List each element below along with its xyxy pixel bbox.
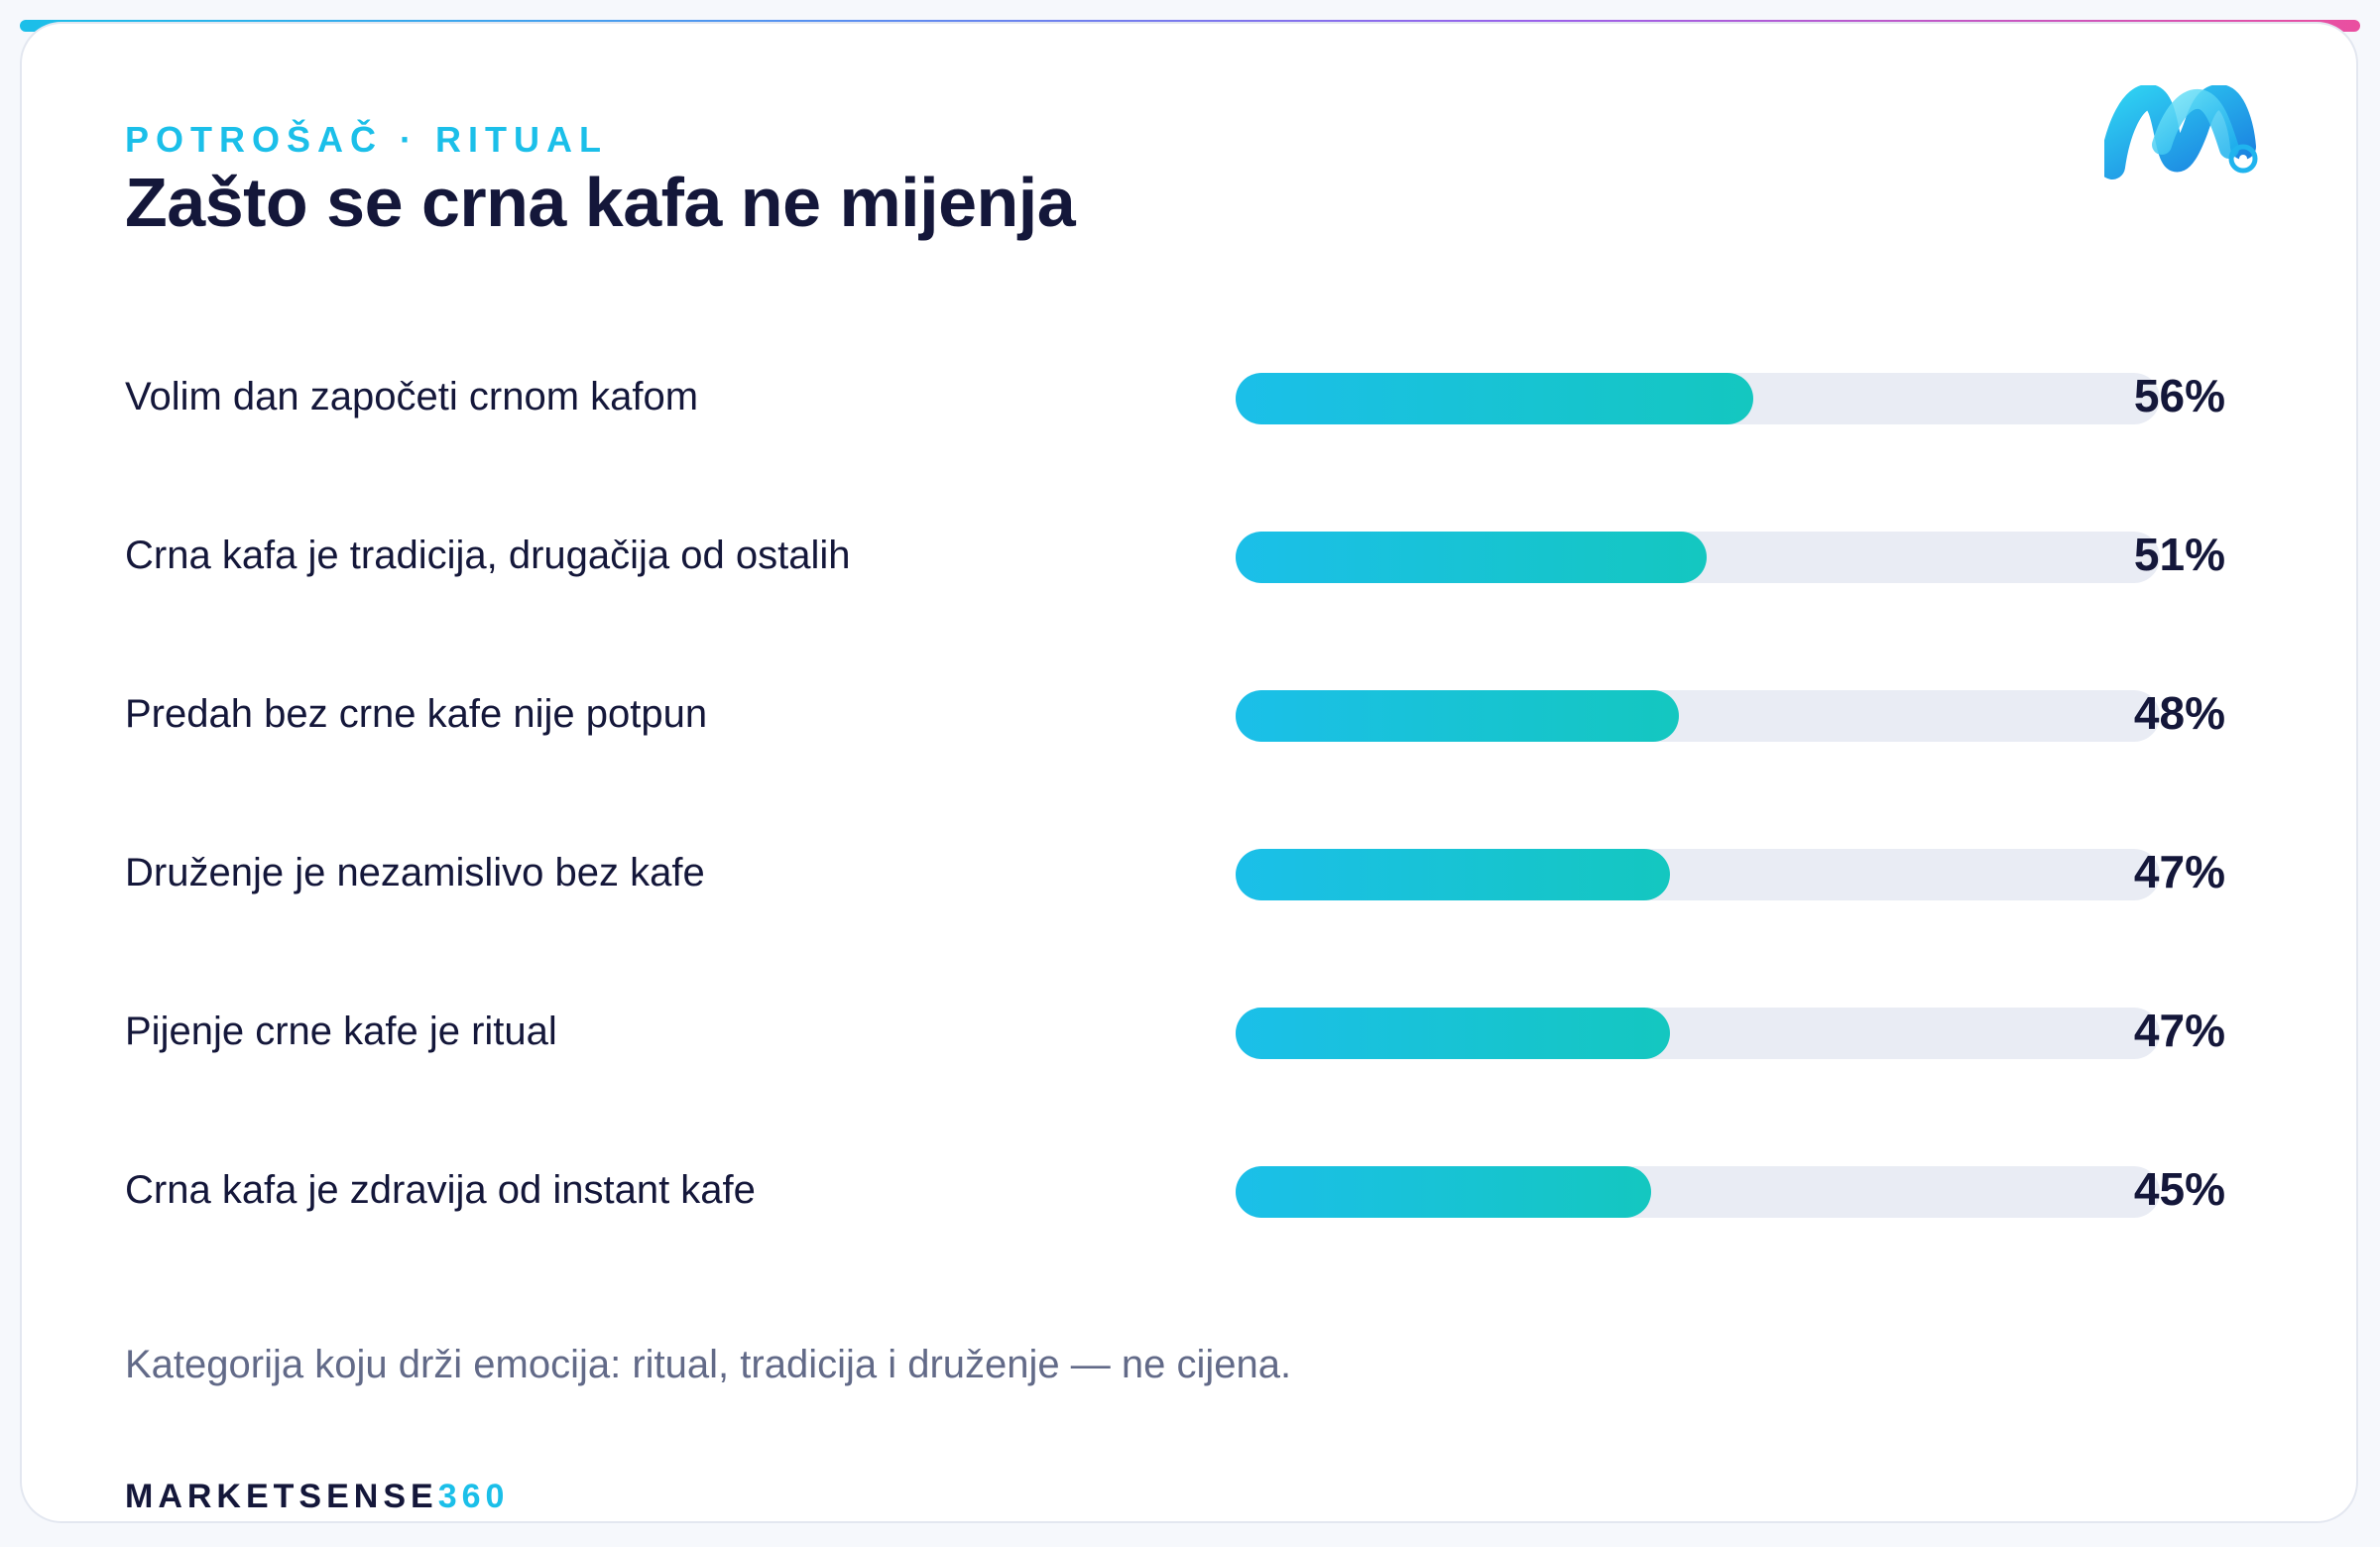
bar-row: Crna kafa je tradicija, drugačija od ost…: [22, 528, 2356, 587]
bar-category-label: Crna kafa je zdravija od instant kafe: [125, 1168, 756, 1212]
bar-fill: [1236, 1166, 1651, 1218]
bar-fill: [1236, 532, 1707, 583]
brand-wordmark: MARKETSENSE360: [125, 1478, 509, 1516]
bar-value-label: 48%: [2133, 687, 2225, 739]
bar-fill: [1236, 690, 1679, 742]
bar-track: [1236, 1008, 2160, 1059]
bar-row: Druženje je nezamislivo bez kafe 47%: [22, 845, 2356, 904]
bar-value-label: 51%: [2133, 529, 2225, 580]
marketsense-m-logo-icon: [2104, 85, 2258, 179]
bar-category-label: Predah bez crne kafe nije potpun: [125, 692, 708, 736]
footnote: Kategorija koju drži emocija: ritual, tr…: [125, 1343, 1292, 1386]
bar-chart: Volim dan započeti crnom kafom 56% Crna ka…: [22, 24, 2356, 1521]
bar-track: [1236, 373, 2160, 424]
bar-row: Volim dan započeti crnom kafom 56%: [22, 369, 2356, 428]
bar-category-label: Pijenje crne kafe je ritual: [125, 1010, 557, 1053]
bar-value-label: 47%: [2133, 1005, 2225, 1056]
bar-value-label: 56%: [2133, 370, 2225, 421]
eyebrow-label: POTROŠAČ · RITUAL: [125, 119, 608, 160]
bar-track: [1236, 690, 2160, 742]
bar-value-label: 47%: [2133, 846, 2225, 897]
bar-row: Pijenje crne kafe je ritual 47%: [22, 1004, 2356, 1063]
bar-value-label: 45%: [2133, 1163, 2225, 1215]
bar-category-label: Crna kafa je tradicija, drugačija od ost…: [125, 534, 851, 577]
bar-fill: [1236, 373, 1753, 424]
bar-category-label: Druženje je nezamislivo bez kafe: [125, 851, 705, 894]
bar-category-label: Volim dan započeti crnom kafom: [125, 375, 699, 418]
brand-accent-text: 360: [437, 1478, 510, 1515]
bar-track: [1236, 532, 2160, 583]
bar-track: [1236, 1166, 2160, 1218]
brand-main-text: MARKETSENSE: [125, 1478, 438, 1515]
bar-row: Crna kafa je zdravija od instant kafe 45%: [22, 1162, 2356, 1222]
bar-fill: [1236, 1008, 1670, 1059]
bar-fill: [1236, 849, 1670, 900]
bar-track: [1236, 849, 2160, 900]
chart-card: POTROŠAČ · RITUAL Zašto se crna kafa ne …: [20, 22, 2358, 1523]
page-title: Zašto se crna kafa ne mijenja: [125, 164, 1076, 241]
bar-row: Predah bez crne kafe nije potpun 48%: [22, 686, 2356, 746]
